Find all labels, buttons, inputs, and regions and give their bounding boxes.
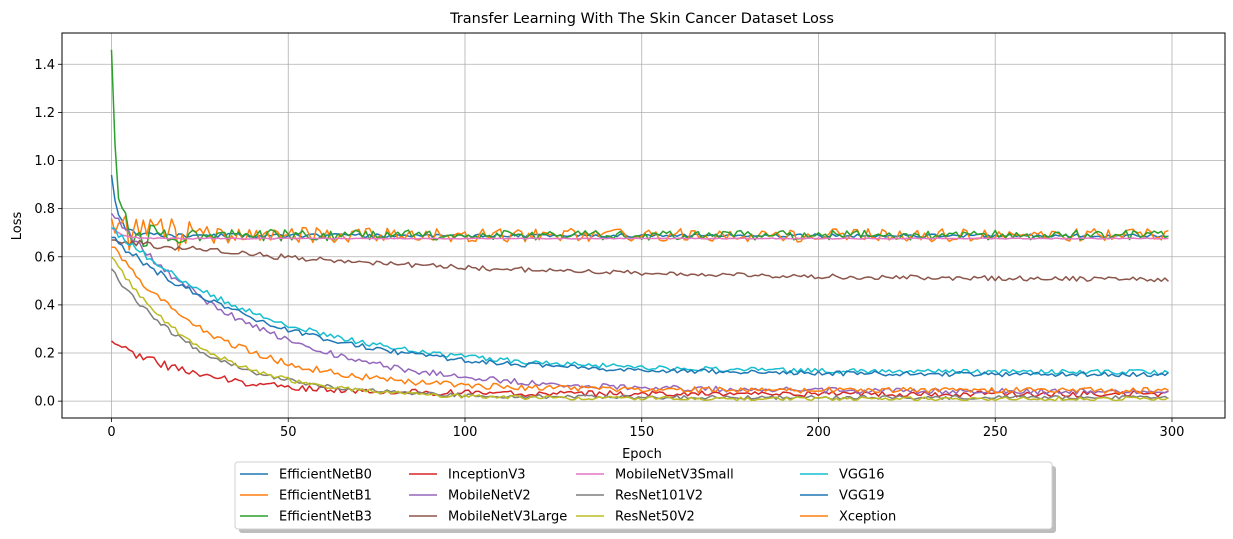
grid (62, 33, 1225, 418)
x-tick-label: 0 (107, 425, 115, 440)
x-tick-label: 250 (983, 425, 1008, 440)
legend-label: ResNet101V2 (615, 489, 703, 504)
y-tick-label: 1.0 (34, 154, 55, 169)
y-tick-label: 0.8 (34, 202, 55, 217)
series-line (111, 227, 1169, 376)
x-tick-label: 50 (280, 425, 297, 440)
x-tick-label: 150 (629, 425, 654, 440)
legend-label: InceptionV3 (448, 468, 526, 483)
legend-label: MobileNetV3Large (448, 510, 567, 525)
legend-label: VGG19 (839, 489, 885, 504)
legend-label: EfficientNetB0 (279, 468, 372, 483)
y-tick-label: 0.6 (34, 250, 55, 265)
legend: EfficientNetB0 EfficientNetB1 EfficientNet… (234, 461, 1056, 533)
x-tick-label: 200 (806, 425, 831, 440)
x-axis-label: Epoch (622, 447, 662, 462)
series-line (111, 340, 1169, 398)
legend-label: EfficientNetB3 (279, 510, 372, 525)
legend-label: EfficientNetB1 (279, 489, 372, 504)
y-tick-label: 1.4 (34, 58, 55, 73)
y-axis-ticks: 0.0 0.2 0.4 0.6 0.8 1.0 1.2 1.4 (34, 58, 62, 410)
legend-label: ResNet50V2 (615, 510, 695, 525)
y-axis-label: Loss (10, 212, 25, 241)
legend-box (234, 461, 1053, 530)
series-line (110, 213, 1169, 395)
x-tick-label: 100 (453, 425, 478, 440)
y-tick-label: 0.0 (34, 395, 55, 410)
series-lines (110, 49, 1169, 402)
plot-frame (61, 32, 1226, 419)
legend-label: Xception (839, 510, 896, 525)
series-line (111, 236, 1169, 378)
legend-label: MobileNetV2 (448, 489, 531, 504)
chart-title: Transfer Learning With The Skin Cancer D… (449, 11, 834, 27)
series-line (110, 174, 1169, 239)
legend-label: MobileNetV3Small (615, 468, 734, 483)
x-tick-label: 300 (1160, 425, 1185, 440)
y-tick-label: 0.4 (34, 298, 55, 313)
series-line (111, 246, 1169, 394)
legend-label: VGG16 (839, 468, 885, 483)
series-line (110, 256, 1169, 402)
x-axis-ticks: 0 50 100 150 200 250 300 (107, 418, 1184, 440)
y-tick-label: 1.2 (34, 106, 55, 121)
series-line (111, 227, 1169, 240)
series-line (110, 268, 1169, 401)
y-tick-label: 0.2 (34, 347, 55, 362)
series-line (111, 239, 1169, 283)
series-line (110, 49, 1169, 248)
